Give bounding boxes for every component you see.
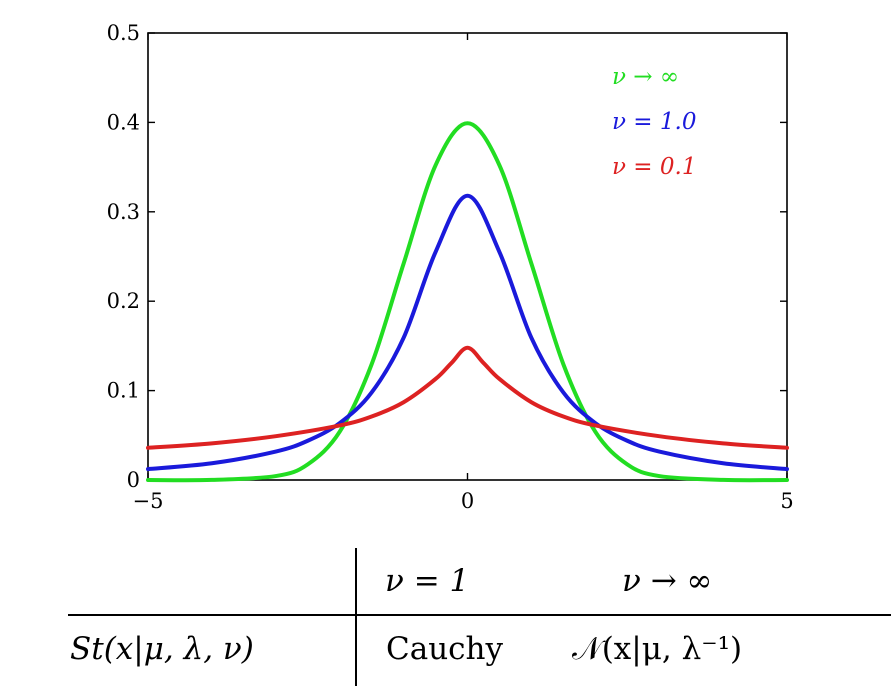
y-tick-label: 0 <box>127 468 140 492</box>
y-tick-label: 0.1 <box>107 379 140 403</box>
table-header-rule <box>68 614 891 616</box>
row-header-student-t: St(x|μ, λ, ν) <box>70 631 254 667</box>
axis-tick-labels: 00.10.20.30.40.5−5 0 5 <box>107 21 794 513</box>
x-tick-label: 5 <box>780 489 793 513</box>
legend: ν → ∞ ν = 1.0 ν = 0.1 <box>612 64 696 180</box>
legend-entry-1: ν = 1.0 <box>612 109 696 135</box>
series-layer <box>146 121 789 483</box>
y-tick-label: 0.2 <box>107 289 140 313</box>
cell-cauchy: Cauchy <box>386 631 504 667</box>
series-line-2 <box>146 345 789 450</box>
series-line-0 <box>146 121 789 483</box>
y-tick-label: 0.3 <box>107 200 140 224</box>
y-tick-label: 0.4 <box>107 110 140 134</box>
series-line-1 <box>146 193 789 472</box>
student-t-chart: 00.10.20.30.40.5−5 0 5 ν → ∞ν = 1.0ν = 0.1 <box>107 21 794 513</box>
summary-table: ν = 1 ν → ∞ St(x|μ, λ, ν) Cauchy 𝒩(x|μ, … <box>0 548 891 686</box>
table-column-rule <box>355 548 357 686</box>
x-tick-label: 0 <box>461 489 474 513</box>
y-tick-label: 0.5 <box>107 21 140 45</box>
col-header-nu-1: ν = 1 <box>385 563 470 599</box>
cell-normal: 𝒩(x|μ, λ⁻¹) <box>572 631 743 667</box>
x-tick-label: −5 <box>133 489 164 513</box>
legend-entry-0: ν → ∞ <box>612 64 679 90</box>
plot-frame <box>147 32 788 481</box>
axis-ticks <box>147 32 788 481</box>
col-header-nu-infinity: ν → ∞ <box>622 563 713 599</box>
legend-entry-2: ν = 0.1 <box>612 154 696 180</box>
